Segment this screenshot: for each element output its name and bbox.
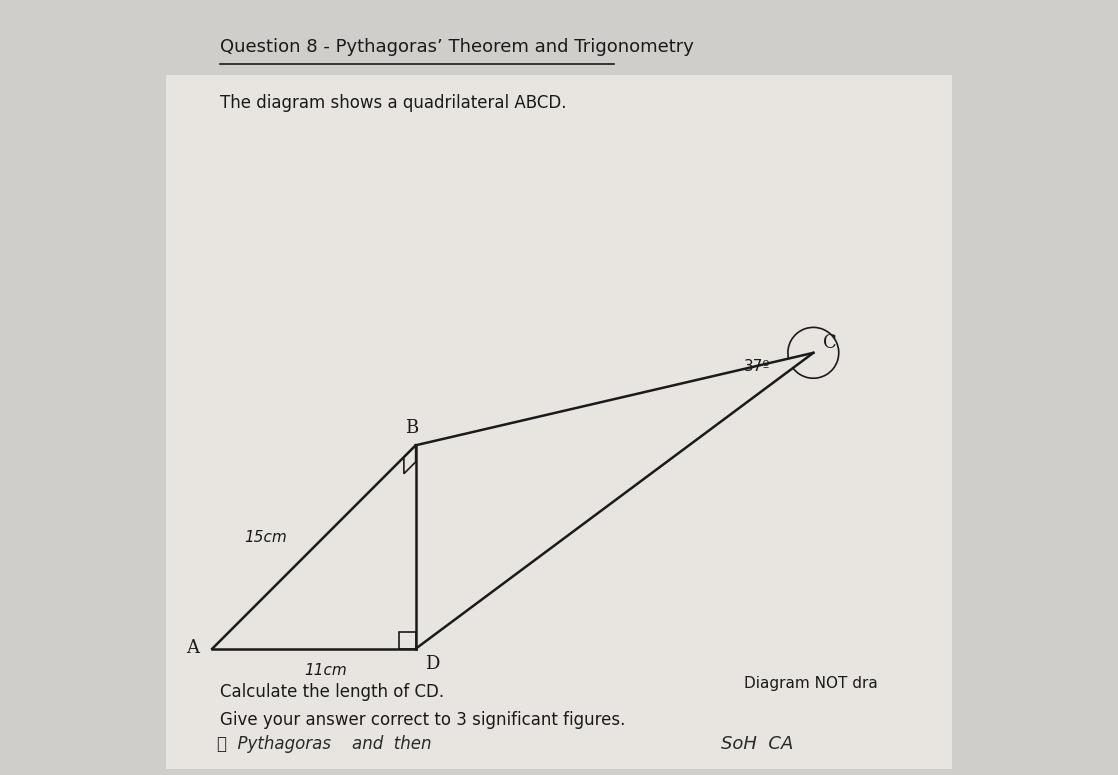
Text: SoH  CA: SoH CA xyxy=(721,735,793,753)
Text: A: A xyxy=(187,639,199,657)
Text: ⓘ  Pythagoras    and  then: ⓘ Pythagoras and then xyxy=(217,735,432,753)
Text: 15cm: 15cm xyxy=(245,530,287,546)
FancyBboxPatch shape xyxy=(165,75,953,769)
Text: C: C xyxy=(823,334,836,352)
Text: Diagram NOT dra: Diagram NOT dra xyxy=(743,676,878,691)
Text: D: D xyxy=(425,655,439,673)
Text: 11cm: 11cm xyxy=(305,663,348,677)
Text: 37º: 37º xyxy=(743,360,770,374)
Text: Question 8 - Pythagoras’ Theorem and Trigonometry: Question 8 - Pythagoras’ Theorem and Tri… xyxy=(219,38,693,57)
Text: Give your answer correct to 3 significant figures.: Give your answer correct to 3 significan… xyxy=(219,711,625,728)
Text: Calculate the length of CD.: Calculate the length of CD. xyxy=(219,683,444,701)
Text: B: B xyxy=(405,419,418,437)
Text: The diagram shows a quadrilateral ABCD.: The diagram shows a quadrilateral ABCD. xyxy=(219,94,566,112)
